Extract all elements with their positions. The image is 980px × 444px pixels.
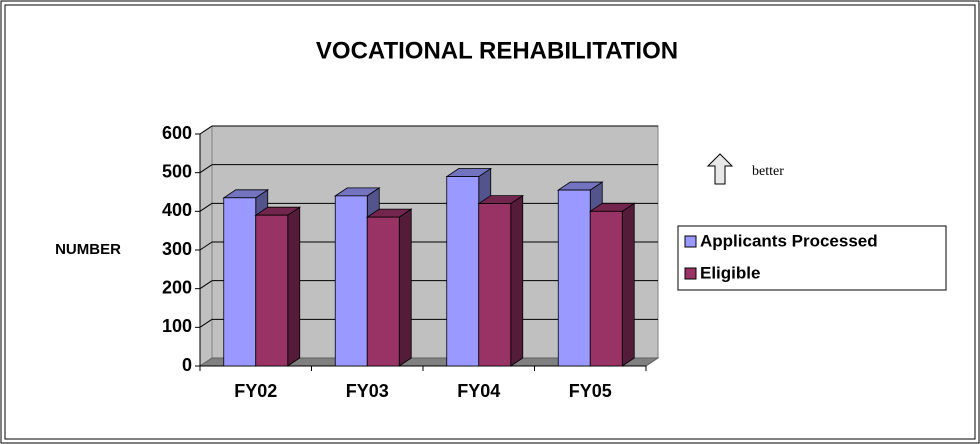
grid-line-side	[199, 202, 213, 212]
grid-line-side	[199, 125, 213, 135]
bar	[557, 189, 591, 367]
y-tick-label: 0	[182, 355, 192, 375]
x-tick-label: FY04	[457, 381, 500, 401]
inner-border	[4, 4, 976, 440]
legend-box	[677, 225, 947, 291]
bar	[366, 216, 400, 367]
bar	[223, 197, 257, 367]
bar	[255, 214, 289, 367]
legend-label: Applicants Processed	[700, 231, 878, 250]
legend-label: Eligible	[700, 263, 760, 282]
y-tick-label: 400	[162, 200, 192, 220]
y-tick-label: 300	[162, 239, 192, 259]
bar-side	[510, 194, 524, 367]
x-tick-label: FY03	[346, 381, 389, 401]
bar	[589, 210, 623, 367]
y-axis-label: NUMBER	[55, 241, 121, 258]
bar	[446, 176, 480, 367]
better-arrow	[706, 153, 734, 185]
bar-side	[398, 208, 412, 367]
bar	[334, 195, 368, 367]
y-tick-label: 500	[162, 161, 192, 181]
bar-side	[287, 206, 301, 367]
legend-swatch	[684, 267, 697, 280]
bar-side	[621, 202, 635, 367]
grid-line-side	[199, 318, 213, 328]
bar	[478, 203, 512, 367]
chart-title: VOCATIONAL REHABILITATION	[316, 37, 678, 64]
grid-line-side	[199, 280, 213, 290]
annotation: better	[752, 164, 784, 179]
y-tick-label: 200	[162, 277, 192, 297]
grid-line-side	[199, 241, 213, 251]
grid-line-side	[199, 164, 213, 174]
legend-swatch	[684, 235, 697, 248]
x-tick-label: FY05	[569, 381, 612, 401]
x-tick-label: FY02	[234, 381, 277, 401]
y-tick-label: 600	[162, 123, 192, 143]
y-tick-label: 100	[162, 316, 192, 336]
